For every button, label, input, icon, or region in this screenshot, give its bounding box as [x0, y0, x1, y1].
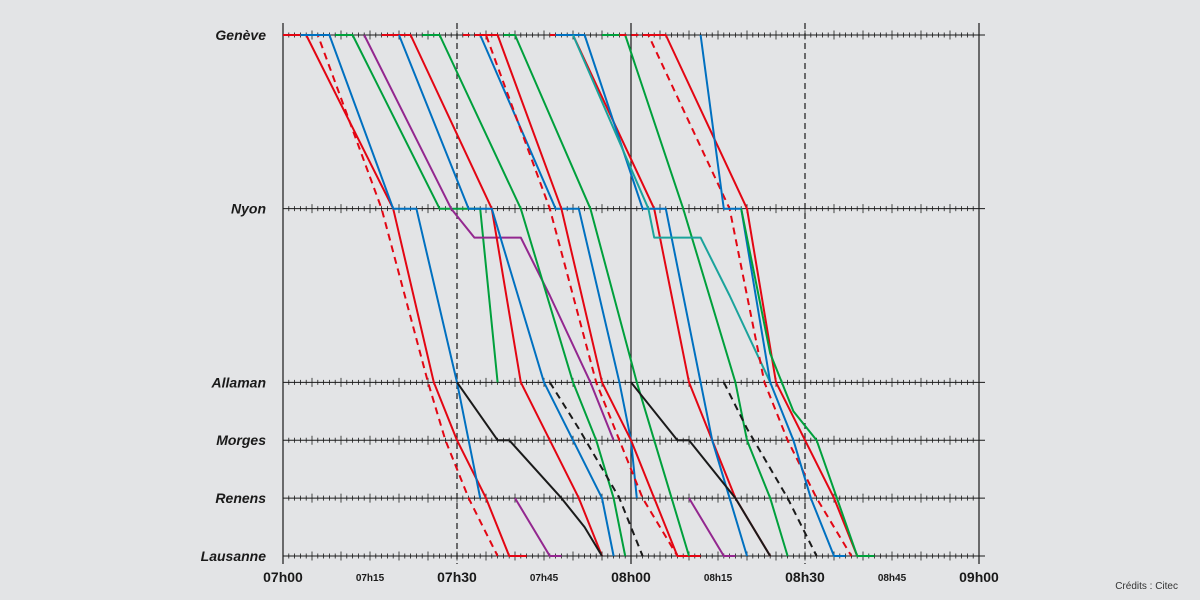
- train-path-3: [300, 34, 482, 499]
- train-path-7: [398, 34, 615, 557]
- train-path-6: [381, 34, 603, 557]
- train-path-8: [422, 34, 627, 557]
- x-tick-label: 08h45: [878, 573, 907, 584]
- train-path-12: [503, 34, 690, 557]
- train-path-24: [722, 381, 818, 557]
- train-path-11: [474, 34, 701, 557]
- station-label: Genève: [215, 27, 266, 43]
- station-label: Nyon: [231, 201, 266, 217]
- x-tick-label: 08h15: [704, 573, 733, 584]
- x-tick-label: 07h45: [530, 573, 559, 584]
- x-tick-label: 07h00: [263, 569, 303, 585]
- train-path-21: [456, 381, 603, 557]
- train-path-23: [630, 381, 772, 557]
- labels: Genève Nyon Allaman Morges Renens Lausanne 07h…: [201, 27, 999, 585]
- train-path-5: [363, 34, 615, 441]
- train-path-20: [740, 208, 875, 557]
- train-path-2: [288, 34, 499, 557]
- station-label: Lausanne: [201, 548, 267, 564]
- train-path-13: [549, 34, 772, 557]
- x-tick-label: 08h00: [611, 569, 651, 585]
- train-path-16: [572, 34, 772, 383]
- series-group: [283, 34, 875, 557]
- credits-text: Crédits : Citec: [1115, 581, 1178, 592]
- train-path-22: [548, 381, 644, 557]
- x-tick-label: 09h00: [959, 569, 999, 585]
- train-path-4: [335, 34, 499, 383]
- x-tick-label: 08h30: [785, 569, 825, 585]
- x-tick-label: 07h30: [437, 569, 477, 585]
- train-path-15: [602, 34, 789, 557]
- train-path-19: [699, 34, 846, 557]
- station-label: Morges: [216, 432, 266, 448]
- train-path-25: [514, 497, 562, 557]
- train-path-1: [283, 34, 527, 557]
- station-label: Allaman: [211, 374, 266, 390]
- train-path-10: [462, 34, 679, 557]
- train-path-9: [479, 34, 638, 499]
- station-label: Renens: [215, 490, 266, 506]
- x-tick-label: 07h15: [356, 573, 385, 584]
- train-path-26: [688, 497, 736, 557]
- train-path-17: [619, 34, 853, 557]
